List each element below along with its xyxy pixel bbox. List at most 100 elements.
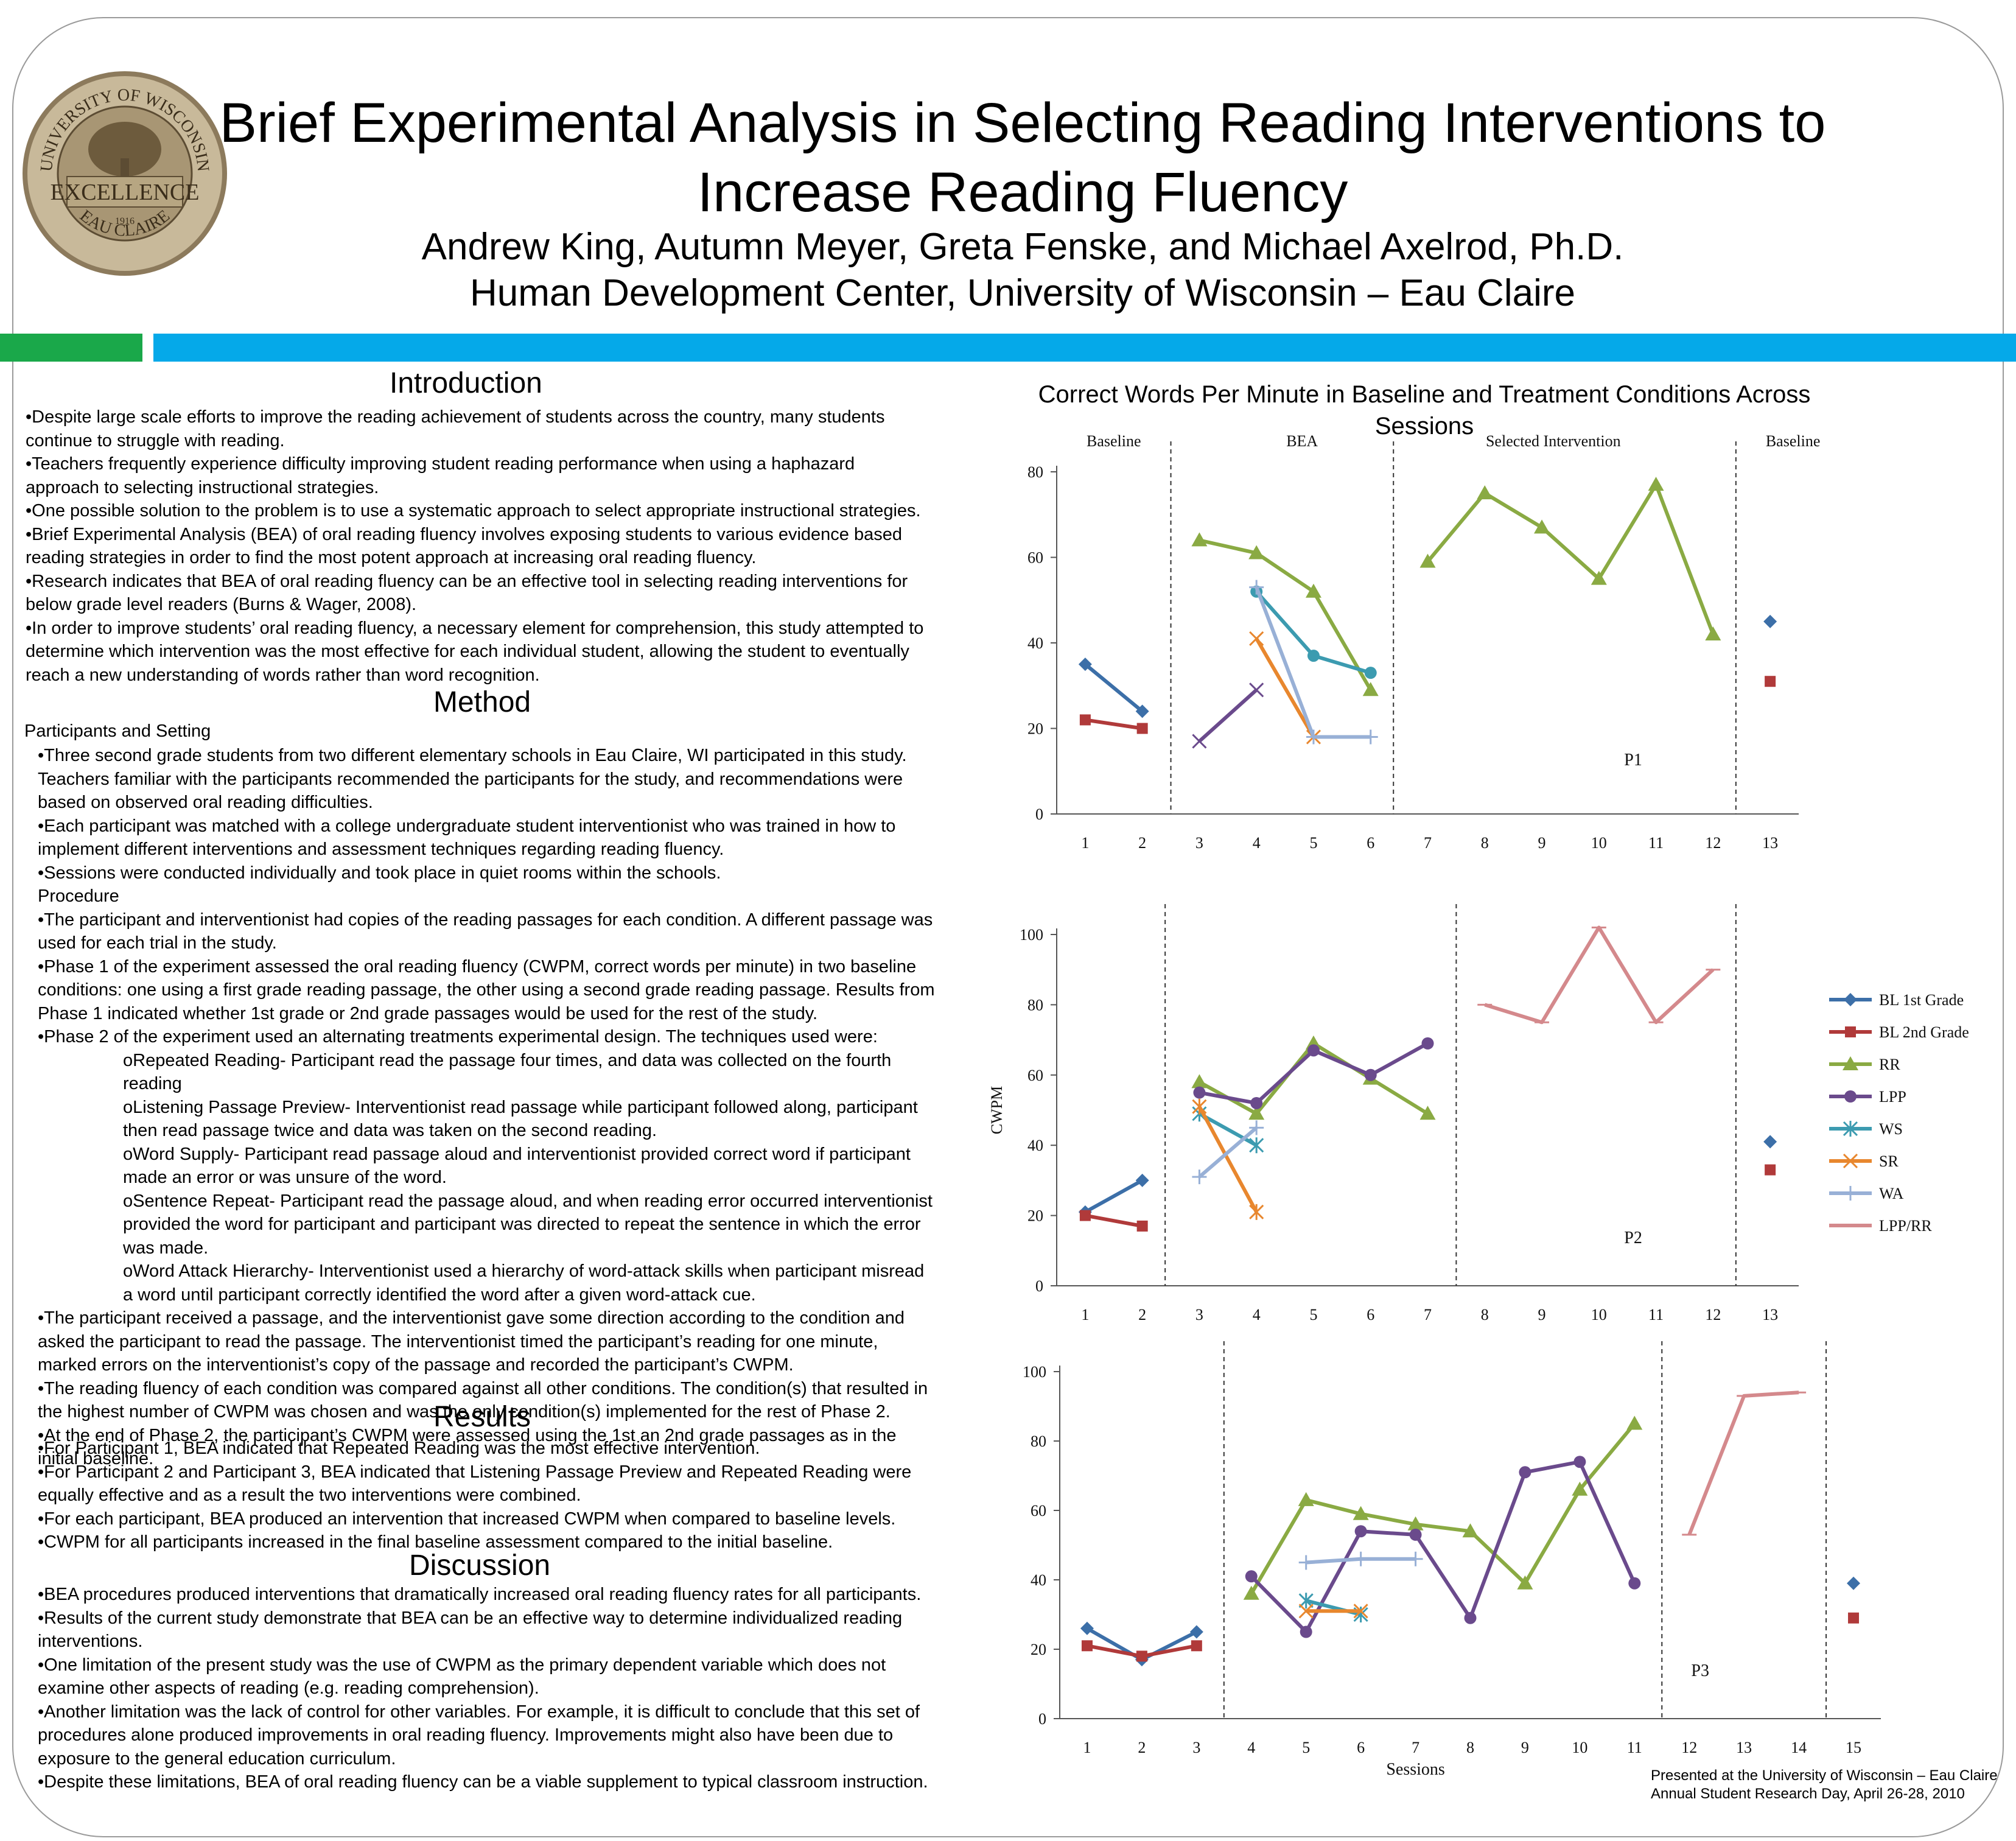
data-point-rr	[1462, 1523, 1479, 1538]
y-tick-label: 40	[1027, 1137, 1043, 1154]
poster-frame	[12, 17, 2004, 1837]
data-point-wa	[1408, 1551, 1423, 1566]
series-line-wa	[1198, 1126, 1258, 1179]
x-tick-label: 15	[1846, 1739, 1861, 1756]
results-bullet: •For each participant, BEA produced an i…	[38, 1509, 896, 1529]
y-tick-label: 60	[1031, 1502, 1046, 1520]
title-line-2: Increase Reading Fluency	[697, 161, 1348, 223]
data-point-rr	[1191, 532, 1208, 547]
intro-bullet: •One possible solution to the problem is…	[26, 501, 921, 521]
panel-label: P2	[1624, 1229, 1642, 1247]
legend-marker	[1844, 1090, 1857, 1103]
data-point-bl-2nd-grade	[1765, 676, 1776, 687]
legend-marker	[1845, 1026, 1856, 1037]
data-point-rr	[1248, 545, 1265, 559]
data-point-bl-1st-grade	[1847, 1576, 1861, 1590]
x-tick-label: 11	[1627, 1739, 1642, 1756]
x-tick-label: 6	[1367, 1306, 1374, 1324]
legend-marker	[1843, 1153, 1858, 1169]
data-point-bl-1st-grade	[1763, 1135, 1777, 1149]
introduction-heading: Introduction	[390, 367, 542, 399]
technique-item: oListening Passage Preview- Intervention…	[123, 1097, 918, 1141]
x-tick-label: 2	[1138, 834, 1146, 852]
discussion-bullet: •BEA procedures produced interventions t…	[38, 1585, 922, 1604]
data-point-lpp	[1421, 1037, 1434, 1050]
data-point-lpp	[1300, 1625, 1312, 1638]
discussion-bullet: •One limitation of the present study was…	[38, 1655, 886, 1699]
footer-line-2: Annual Student Research Day, April 26-28…	[1651, 1786, 1965, 1802]
results-heading: Results	[433, 1401, 531, 1433]
procedure-bullet: •The participant and interventionist had…	[38, 910, 933, 953]
x-tick-label: 8	[1466, 1739, 1474, 1756]
panel-label: P1	[1624, 751, 1642, 770]
legend-label: WS	[1879, 1120, 1903, 1138]
procedure-bullet: •Phase 2 of the experiment used an alter…	[38, 1027, 878, 1047]
university-seal-logo: EXCELLENCE 1916 UNIVERSITY OF WISCONSIN …	[23, 71, 227, 276]
data-point-rr	[1353, 1506, 1369, 1520]
data-point-rr	[1191, 1074, 1208, 1089]
procedure-bullet: •The participant received a passage, and…	[38, 1308, 905, 1375]
data-point-bl-2nd-grade	[1136, 723, 1148, 734]
x-tick-label: 12	[1681, 1739, 1697, 1756]
y-tick-label: 100	[1023, 1363, 1046, 1381]
data-point-lpp	[1628, 1577, 1641, 1590]
data-point-bl-2nd-grade	[1079, 714, 1091, 726]
data-point-bl-2nd-grade	[1079, 1210, 1091, 1221]
series-line-rr	[1426, 483, 1715, 636]
x-tick-label: 1	[1081, 834, 1089, 852]
legend-label: SR	[1879, 1152, 1899, 1170]
legend-label: LPP	[1879, 1088, 1906, 1106]
data-point-rr	[1626, 1415, 1643, 1430]
x-tick-label: 7	[1424, 1306, 1432, 1324]
data-point-bl-2nd-grade	[1136, 1220, 1148, 1232]
data-point-sr	[1353, 1604, 1368, 1619]
series-line-rr	[1199, 538, 1373, 691]
participants-bullet: •Each participant was matched with a col…	[38, 816, 896, 860]
results-text: •For Participant 1, BEA indicated that R…	[38, 1437, 939, 1554]
discussion-heading: Discussion	[409, 1549, 551, 1582]
data-point-sr	[1192, 1098, 1207, 1115]
header-bar-green	[0, 334, 142, 362]
intro-bullet: •In order to improve students’ oral read…	[26, 618, 924, 685]
x-tick-label: 5	[1309, 1306, 1317, 1324]
data-point-bl-1st-grade	[1078, 658, 1092, 672]
seal-middle-text: EXCELLENCE	[51, 180, 200, 205]
data-point-rr	[1705, 626, 1721, 640]
data-point-wa	[1363, 729, 1378, 745]
data-point-wa	[1249, 1120, 1264, 1135]
procedure-bullet: •The reading fluency of each condition w…	[38, 1378, 928, 1422]
data-point-wa	[1192, 1169, 1207, 1185]
data-point-rr	[1362, 682, 1379, 696]
data-point-rr	[1248, 1106, 1265, 1120]
procedure-bullet: •Phase 1 of the experiment assessed the …	[38, 956, 935, 1023]
data-point-wa	[1306, 729, 1321, 745]
x-tick-label: 2	[1138, 1739, 1146, 1756]
results-bullet: •For Participant 1, BEA indicated that R…	[38, 1439, 760, 1458]
data-point-wa	[1249, 580, 1264, 595]
data-point-rr	[1243, 1585, 1259, 1600]
x-tick-label: 10	[1591, 1306, 1607, 1324]
data-point-rr	[1591, 570, 1607, 585]
technique-item: oWord Supply- Participant read passage a…	[123, 1144, 911, 1188]
x-tick-label: 7	[1412, 1739, 1419, 1756]
data-point-lpp	[1245, 1570, 1258, 1583]
y-tick-label: 20	[1027, 1207, 1043, 1225]
x-tick-label: 5	[1302, 1739, 1310, 1756]
affiliation: Human Development Center, University of …	[470, 272, 1575, 314]
data-point-ws	[1364, 667, 1377, 679]
results-bullet: •For Participant 2 and Participant 3, BE…	[38, 1462, 912, 1506]
data-point-ws	[1307, 650, 1320, 662]
panel-label: P3	[1691, 1661, 1709, 1680]
data-point-lpp	[1573, 1456, 1586, 1468]
author-block: Andrew King, Autumn Meyer, Greta Fenske,…	[183, 224, 1863, 317]
x-tick-label: 10	[1591, 834, 1607, 852]
x-tick-label: 13	[1762, 1306, 1778, 1324]
data-point-ws	[1298, 1593, 1314, 1609]
y-axis-title: CWPM	[988, 1086, 1006, 1134]
seal-year: 1916	[115, 216, 135, 226]
discussion-bullet: •Results of the current study demonstrat…	[38, 1608, 903, 1652]
x-tick-label: 4	[1253, 1306, 1261, 1324]
y-tick-label: 0	[1038, 1710, 1046, 1728]
data-point-rr	[1572, 1481, 1588, 1496]
intro-bullet: •Brief Experimental Analysis (BEA) of or…	[26, 524, 902, 568]
